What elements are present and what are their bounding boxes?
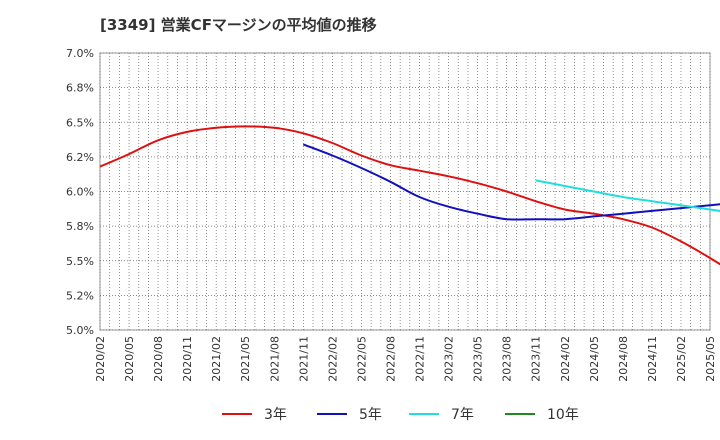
legend-label: 7年 [451,407,474,423]
x-tick-label: 2025/02 [675,336,688,382]
x-tick-label: 2021/02 [210,336,223,382]
x-tick-label: 2023/11 [530,336,543,382]
series-line [535,179,720,212]
x-tick-label: 2020/08 [152,336,165,382]
x-axis-ticks: 2020/02 2020/05 2020/08 2020/11 2021/02 2021/… [94,336,717,382]
y-tick-label: 7.0% [66,47,94,60]
legend-label: 10年 [547,407,579,423]
x-tick-label: 2023/05 [472,336,485,382]
y-tick-label: 6.5% [66,116,94,129]
series-line [99,125,720,266]
x-tick-label: 2024/02 [559,336,572,382]
x-tick-label: 2022/11 [414,336,427,382]
y-tick-label: 6.8% [66,82,94,95]
x-tick-label: 2021/11 [297,336,310,382]
y-tick-label: 5.8% [66,220,94,233]
legend: 3年 5年 7年 10年 [222,407,579,423]
x-tick-label: 2020/05 [123,336,136,382]
chart-title: [3349] 営業CFマージンの平均値の推移 [100,16,377,34]
x-tick-label: 2020/11 [181,336,194,382]
x-tick-label: 2024/05 [588,336,601,382]
y-tick-label: 6.2% [66,151,94,164]
series-line [302,143,720,221]
x-tick-label: 2022/02 [326,336,339,382]
x-tick-label: 2025/05 [704,336,717,382]
legend-label: 3年 [264,407,287,423]
legend-label: 5年 [359,407,382,423]
x-tick-label: 2022/05 [355,336,368,382]
x-tick-label: 2024/11 [646,336,659,382]
x-tick-label: 2021/05 [239,336,252,382]
y-tick-label: 5.2% [66,289,94,302]
y-axis-ticks: 5.0% 5.2% 5.5% 5.8% 6.0% 6.2% 6.5% 6.8% 7.0% [66,47,94,337]
x-tick-label: 2023/02 [443,336,456,382]
y-tick-label: 6.0% [66,186,94,199]
y-tick-label: 5.0% [66,324,94,337]
series-lines [99,125,720,266]
x-tick-label: 2021/08 [268,336,281,382]
y-tick-label: 5.5% [66,255,94,268]
x-tick-label: 2022/08 [384,336,397,382]
plot-background [99,52,711,331]
x-tick-label: 2024/08 [617,336,630,382]
x-tick-label: 2020/02 [94,336,107,382]
x-tick-label: 2023/08 [501,336,514,382]
